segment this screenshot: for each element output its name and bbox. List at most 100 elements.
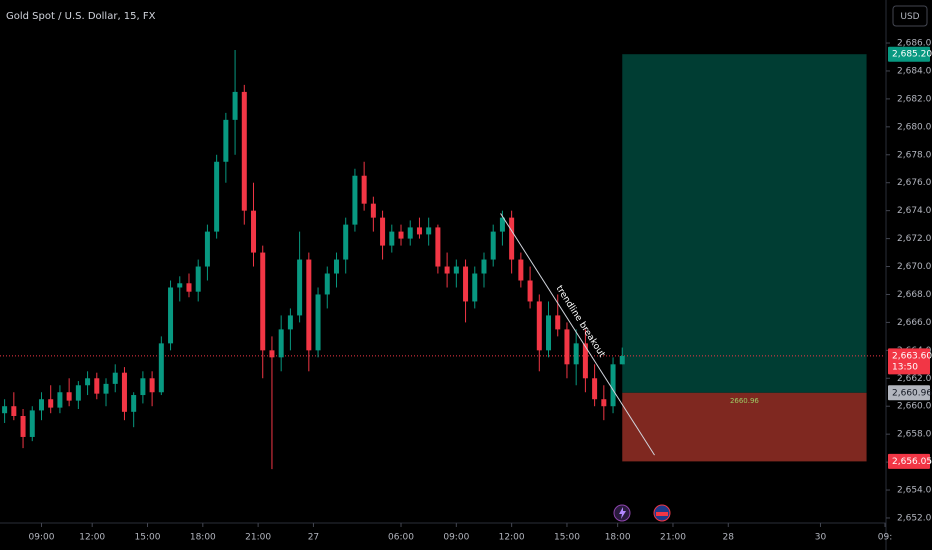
candle-body	[509, 217, 515, 260]
y-tick-label: 2,672.00	[897, 234, 932, 244]
price-label-box	[888, 385, 930, 401]
x-tick-label: 15:00	[554, 533, 580, 543]
y-tick-label: 2,666.00	[897, 318, 932, 328]
candle-body	[232, 91, 238, 120]
chart-title: Gold Spot / U.S. Dollar, 15, FX	[6, 11, 156, 22]
candle-body	[536, 301, 542, 351]
candle-body	[619, 355, 625, 365]
candle-body	[11, 406, 17, 416]
candle-body	[131, 395, 137, 412]
x-tick-label: 18:00	[190, 533, 216, 543]
flag-stripes	[656, 512, 668, 516]
candle-body	[204, 231, 210, 267]
candle-body	[251, 210, 257, 253]
candle-body	[398, 231, 404, 239]
candle-body	[555, 315, 561, 330]
candle-body	[195, 266, 201, 292]
candle-body	[214, 161, 220, 232]
currency-button-label[interactable]: USD	[900, 12, 919, 22]
entry-text: 2660.96	[730, 397, 759, 405]
candle-body	[453, 266, 459, 274]
candle-body	[112, 372, 118, 384]
candle-body	[490, 231, 496, 260]
y-tick-label: 2,660.00	[897, 402, 932, 412]
x-tick-label: 27	[308, 533, 319, 543]
candle-body	[435, 227, 441, 267]
candle-body	[158, 343, 164, 393]
candle-body	[38, 399, 44, 411]
candle-body	[361, 175, 367, 204]
candle-body	[407, 227, 413, 239]
trendline	[500, 213, 655, 456]
stop-zone	[622, 392, 867, 462]
event-icon-bolt	[619, 507, 626, 519]
candle-body	[481, 259, 487, 274]
candle-body	[592, 378, 598, 400]
candle-body	[103, 383, 109, 394]
y-tick-label: 2,684.00	[897, 66, 932, 76]
candle-body	[370, 203, 376, 218]
candle-body	[333, 259, 339, 274]
price-label-box	[888, 46, 930, 62]
x-tick-label: 09:00	[29, 533, 55, 543]
x-tick-label: 09:00	[443, 533, 469, 543]
candle-body	[85, 378, 91, 386]
candle-body	[149, 378, 155, 393]
candle-body	[66, 392, 72, 401]
candle-body	[380, 217, 386, 246]
candle-body	[610, 364, 616, 407]
x-tick-label: 06:00	[388, 533, 414, 543]
y-tick-label: 2,682.00	[897, 94, 932, 104]
price-label: 2,685.20	[892, 50, 932, 60]
x-tick-label: 09:	[878, 533, 892, 543]
x-tick-label: 30	[815, 533, 827, 543]
y-tick-label: 2,680.00	[897, 122, 932, 132]
candle-body	[499, 217, 505, 232]
candle-body	[223, 119, 229, 162]
x-tick-label: 12:00	[499, 533, 525, 543]
candle-body	[121, 372, 127, 412]
candle-body	[260, 252, 266, 351]
candle-body	[527, 280, 533, 302]
candle-body	[315, 294, 321, 351]
candle-body	[343, 224, 349, 260]
x-tick-label: 12:00	[79, 533, 105, 543]
candle-body	[177, 283, 183, 288]
candle-body	[297, 259, 303, 316]
y-tick-label: 2,686.00	[897, 39, 932, 49]
candle-body	[352, 175, 358, 225]
price-label: 2,656.05	[892, 457, 932, 467]
target-zone	[622, 54, 867, 393]
candle-body	[57, 392, 63, 408]
price-label-box	[888, 348, 930, 375]
candle-body	[29, 410, 35, 437]
candle-body	[186, 283, 192, 292]
y-tick-label: 2,676.00	[897, 178, 932, 188]
price-label: 2,663.60	[892, 351, 932, 361]
candle-body	[140, 378, 146, 396]
x-tick-label: 15:00	[135, 533, 161, 543]
candle-body	[389, 231, 395, 246]
candle-body	[573, 343, 579, 365]
candle-body	[269, 350, 275, 358]
candle-body	[416, 227, 422, 235]
y-tick-label: 2,654.00	[897, 486, 932, 496]
currency-button[interactable]	[892, 5, 928, 27]
candle-body	[2, 406, 8, 414]
y-tick-label: 2,662.00	[897, 374, 932, 384]
price-label-box	[888, 453, 930, 469]
candle-body	[306, 259, 312, 351]
y-tick-label: 2,658.00	[897, 430, 932, 440]
candle-body	[472, 273, 478, 302]
candle-body	[518, 259, 524, 281]
price-label-countdown: 13:50	[892, 362, 918, 372]
candle-body	[75, 385, 81, 401]
candle-body	[20, 415, 26, 437]
candle-body	[463, 266, 469, 302]
price-label: 2,660.96	[892, 388, 932, 398]
candle-body	[287, 315, 293, 330]
x-tick-label: 28	[723, 533, 735, 543]
candle-body	[48, 399, 54, 408]
